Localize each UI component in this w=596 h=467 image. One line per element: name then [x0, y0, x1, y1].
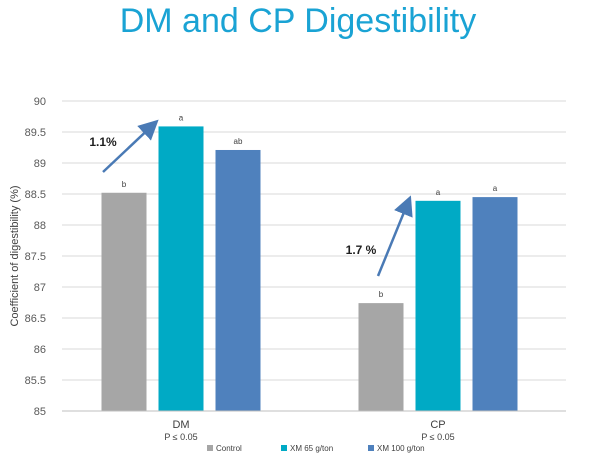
chart-title: DM and CP Digestibility [119, 2, 477, 40]
significance-letter: a [436, 188, 441, 197]
significance-letter: b [122, 180, 127, 189]
bar-control-cp [358, 303, 404, 411]
bar-xm-100-g-ton-cp [472, 197, 518, 411]
y-tick-label: 85.5 [25, 375, 46, 387]
x-category-label: DM [172, 419, 189, 431]
p-value-note: P ≤ 0.05 [164, 432, 197, 442]
y-tick-label: 87.5 [25, 251, 46, 263]
y-tick-label: 90 [34, 96, 46, 108]
x-category-label: CP [430, 419, 445, 431]
bar-xm-65-g-ton-dm [158, 126, 204, 412]
legend-swatch [207, 445, 213, 451]
y-tick-label: 86.5 [25, 313, 46, 325]
y-tick-label: 87 [34, 282, 46, 294]
y-tick-label: 89 [34, 158, 46, 170]
significance-letter: a [493, 184, 498, 193]
y-tick-label: 88.5 [25, 189, 46, 201]
bar-xm-100-g-ton-dm [215, 149, 261, 412]
increase-arrow [376, 195, 413, 277]
legend-label: XM 100 g/ton [377, 444, 425, 453]
legend-swatch [368, 445, 374, 451]
increase-arrow [102, 119, 159, 173]
percent-increase-label: 1.7 % [346, 243, 377, 257]
bar-xm-65-g-ton-cp [415, 200, 461, 411]
y-tick-label: 85 [34, 406, 46, 418]
percent-increase-label: 1.1% [89, 135, 117, 149]
significance-letter: b [379, 290, 384, 299]
y-tick-label: 86 [34, 344, 46, 356]
legend-swatch [281, 445, 287, 451]
legend-label: XM 65 g/ton [290, 444, 333, 453]
y-tick-label: 88 [34, 220, 46, 232]
significance-letter: ab [234, 137, 243, 146]
bar-control-dm [101, 192, 147, 411]
y-tick-label: 89.5 [25, 127, 46, 139]
p-value-note: P ≤ 0.05 [421, 432, 454, 442]
legend-label: Control [216, 444, 242, 453]
significance-letter: a [179, 113, 184, 122]
y-axis-label: Coefficient of digestibility (%) [9, 185, 21, 326]
